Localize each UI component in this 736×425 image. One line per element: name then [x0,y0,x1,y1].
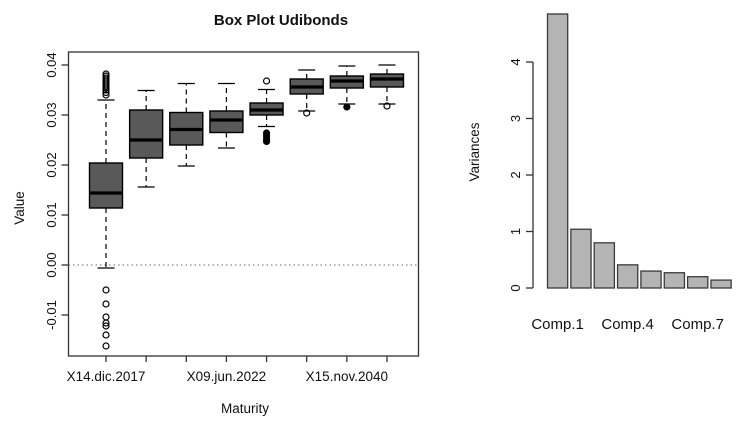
boxplot-panel: X14.dic.2017 X09.jun.2022 X15.nov.2040 Box … [61,12,420,416]
outlier-point [262,137,271,146]
y-tick-label: 0.03 [44,102,59,127]
x-axis-title: Maturity [221,401,269,416]
chart-title: Box Plot Udibonds [214,12,348,29]
y-tick-label: 2 [508,171,523,178]
x-tick-label: X15.nov.2040 [306,369,388,384]
outlier-point [102,331,110,339]
boxplot-group [169,82,204,167]
iqr-box [88,162,124,209]
bar-label: Comp.7 [671,316,724,333]
variance-bar [686,276,709,289]
x-tick-label: X09.jun.2022 [187,369,267,384]
x-tick-label: X14.dic.2017 [67,369,146,384]
y-tick-label: 0.01 [44,202,59,227]
boxplot-group [128,89,164,188]
outlier-point [102,322,110,330]
outlier-point [102,74,110,82]
y-axis-title: Value [12,191,27,225]
variance-bar [663,272,686,289]
y-tick-label: 4 [508,58,523,65]
variance-bar [640,270,662,289]
variance-bar [593,242,616,289]
outlier-point [102,286,110,294]
outlier-point [102,70,110,78]
y-axis-title: Variances [467,122,482,181]
y-tick-label: 0.04 [44,52,59,77]
outlier-point [262,77,271,85]
outlier-point [303,109,311,117]
plot-frame [67,51,420,357]
boxplot-group [369,64,405,110]
boxplot-group [88,70,124,350]
outlier-point [383,102,391,110]
outlier-point [102,72,110,80]
bar-label: Comp.4 [601,316,654,333]
variance-bar [710,279,732,289]
outlier-point [102,300,110,308]
iqr-box [209,110,244,134]
boxplot-group [329,65,365,111]
y-tick-label: 3 [508,115,523,122]
y-tick-label: 0.02 [44,152,59,177]
outlier-point [343,103,351,111]
boxplot-group [249,77,284,146]
outlier-point [102,342,110,350]
outlier-point [102,319,110,327]
y-tick-label: 1 [508,228,523,235]
y-tick-label: -0.01 [44,300,59,330]
iqr-box [128,109,164,159]
boxplot-group [289,69,324,117]
y-tick-label: 0.00 [44,252,59,277]
variance-bar [546,13,569,289]
boxplot-group [209,82,244,149]
bar-label: Comp.1 [531,316,584,333]
variance-bar [616,264,639,289]
y-tick-label: 0 [508,284,523,291]
scree-panel: Comp.1 Comp.4 Comp.7 [526,13,732,333]
outlier-point [102,91,110,99]
variance-bar [570,228,592,289]
outlier-point [102,313,110,321]
